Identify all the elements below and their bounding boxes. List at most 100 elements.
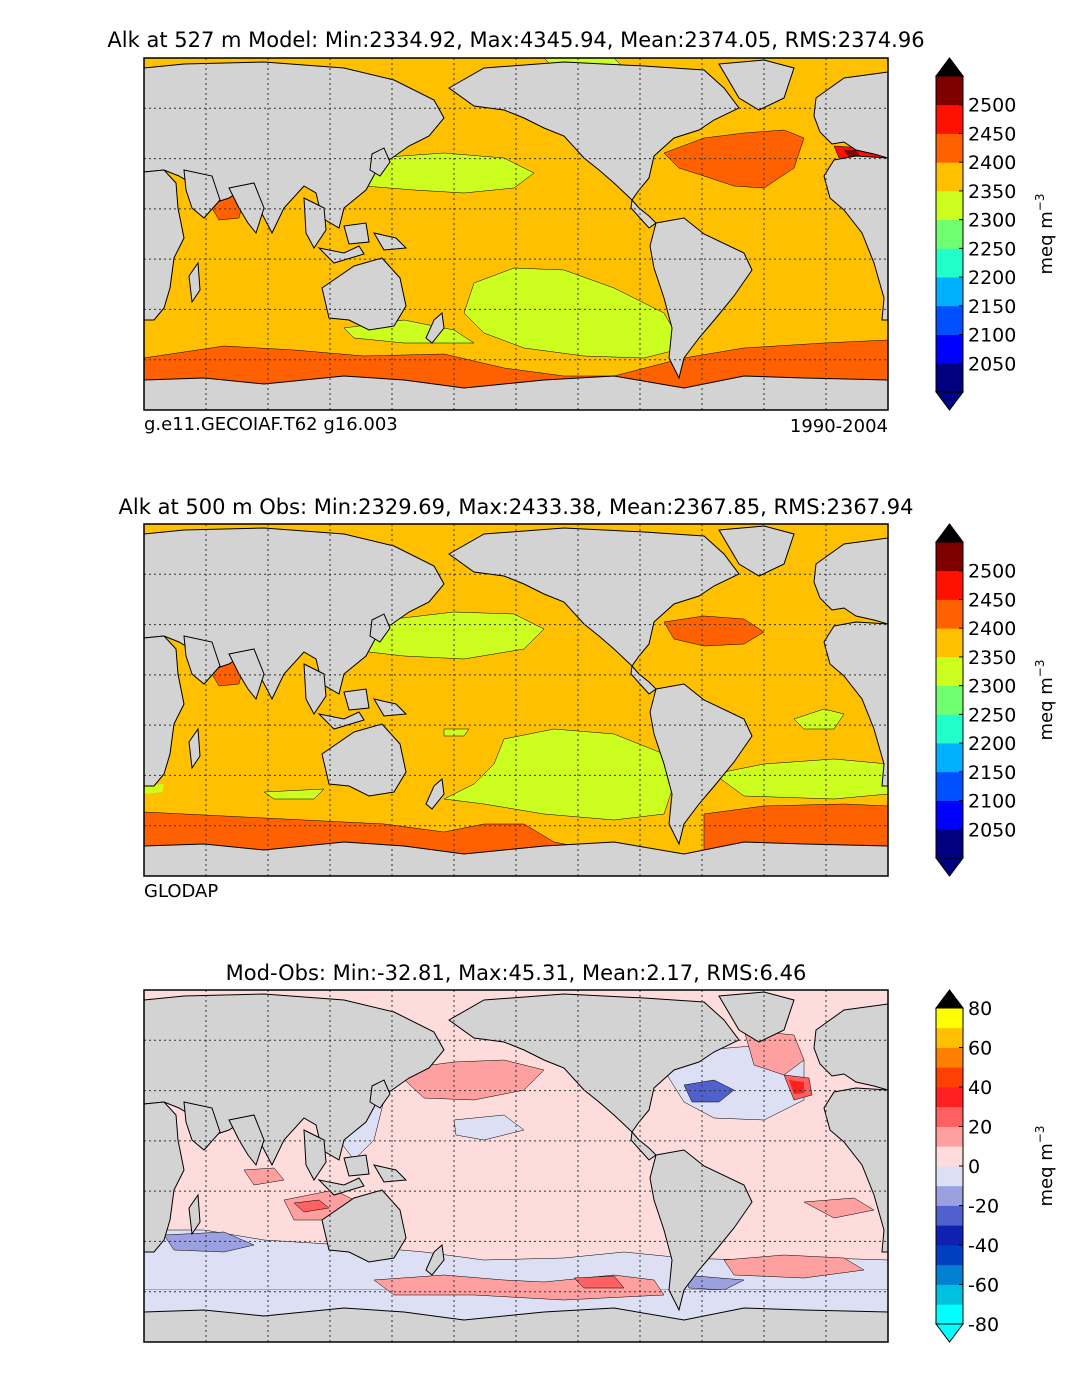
gridlines-2 — [144, 524, 888, 876]
colorbar-segment — [936, 800, 963, 830]
colorbar-tick-label: 2200 — [968, 733, 1016, 755]
colorbar-segment — [936, 829, 963, 859]
colorbar-segment — [936, 570, 963, 600]
colorbar-segment — [936, 1245, 963, 1266]
colorbar-segment — [936, 162, 963, 192]
colorbar-segment — [936, 248, 963, 278]
map-panel-2 — [143, 523, 889, 877]
colorbar-tick-label: 2200 — [968, 267, 1016, 289]
colorbar-segment — [936, 1146, 963, 1167]
colorbar-segment — [936, 1304, 963, 1325]
colorbar-label-exp: −3 — [1033, 1126, 1047, 1144]
colorbar-tick-label: 80 — [968, 998, 992, 1020]
panel-1-title: Alk at 527 m Model: Min:2334.92, Max:434… — [107, 28, 924, 52]
colorbar-segment — [936, 305, 963, 335]
colorbar-tick-label: 2250 — [968, 704, 1016, 726]
colorbar-tick-label: 2050 — [968, 819, 1016, 841]
colorbar-tick-label: 2250 — [968, 238, 1016, 260]
colorbar-tick-label: 2350 — [968, 647, 1016, 669]
colorbar-tick-label: 2300 — [968, 676, 1016, 698]
map-panel-1 — [143, 57, 889, 411]
colorbar-segment — [936, 1264, 963, 1285]
colorbar-segment — [936, 1205, 963, 1226]
panel-1-caption-left: g.e11.GECOIAF.T62 g16.003 — [144, 414, 398, 435]
colorbar-segment — [936, 1047, 963, 1068]
colorbar-tick-label: 2350 — [968, 181, 1016, 203]
colorbar-extend-min — [935, 1323, 964, 1343]
colorbar-tick-label: 2150 — [968, 762, 1016, 784]
colorbar-tick-label: 2400 — [968, 152, 1016, 174]
colorbar-segment — [936, 219, 963, 249]
colorbar-label-exp: −3 — [1033, 660, 1047, 678]
colorbar-frame — [935, 541, 964, 859]
colorbar-segment — [936, 334, 963, 364]
colorbar-label: meq m−3 — [1033, 660, 1057, 741]
colorbar-segment — [936, 133, 963, 163]
colorbar-tick-label: -20 — [968, 1196, 999, 1218]
colorbar-extend-min — [935, 857, 964, 877]
colorbar-segment — [936, 363, 963, 393]
colorbar-segment — [936, 685, 963, 715]
colorbar-label-unit: meq m — [1036, 677, 1057, 740]
colorbar-segment — [936, 1067, 963, 1088]
colorbar-3: -80 -60 -40 -20 0 20 40 60 80 meq m−3 — [935, 989, 1057, 1343]
gridlines-1 — [144, 58, 888, 410]
colorbar-segment — [936, 1126, 963, 1147]
colorbar-tick-label: 2450 — [968, 589, 1016, 611]
colorbar-segment — [936, 628, 963, 658]
colorbar-segment — [936, 104, 963, 134]
colorbar-tick-label: 2500 — [968, 561, 1016, 583]
colorbar-tick-label: 2400 — [968, 618, 1016, 640]
colorbar-segment — [936, 542, 963, 572]
colorbar-tick-label: 2500 — [968, 95, 1016, 117]
colorbar-label: meq m−3 — [1033, 194, 1057, 275]
colorbar-1: 2050 2100 2150 2200 2250 2300 2350 2400 2450 2500… — [935, 57, 1057, 411]
colorbar-segment — [936, 277, 963, 307]
colorbar-segment — [936, 1008, 963, 1029]
colorbar-frame — [935, 75, 964, 393]
colorbar-tick-label: -60 — [968, 1275, 999, 1297]
colorbar-tick-label: 2100 — [968, 791, 1016, 813]
colorbar-tick-label: -40 — [968, 1235, 999, 1257]
colorbar-tick-label: 2450 — [968, 123, 1016, 145]
colorbar-segment — [936, 743, 963, 773]
colorbar-segment — [936, 190, 963, 221]
colorbar-segment — [936, 599, 963, 629]
colorbar-tick-label: 2100 — [968, 325, 1016, 347]
colorbar-2: 2050 2100 2150 2200 2250 2300 2350 2400 2450 2500… — [935, 523, 1057, 877]
colorbar-label: meq m−3 — [1033, 1126, 1057, 1207]
colorbar-extend-max — [935, 57, 964, 77]
colorbar-label-exp: −3 — [1033, 194, 1047, 212]
colorbar-segment — [936, 714, 963, 744]
colorbar-tick-label: 40 — [968, 1077, 992, 1099]
panel-2-title: Alk at 500 m Obs: Min:2329.69, Max:2433.… — [119, 495, 914, 519]
panel-3-title: Mod-Obs: Min:-32.81, Max:45.31, Mean:2.1… — [226, 961, 807, 985]
colorbar-segment — [936, 771, 963, 801]
colorbar-tick-label: 2300 — [968, 210, 1016, 232]
colorbar-tick-label: 60 — [968, 1038, 992, 1060]
colorbar-segment — [936, 1284, 963, 1305]
colorbar-segment — [936, 1185, 963, 1206]
colorbar-extend-min — [935, 391, 964, 411]
colorbar-tick-label: -80 — [968, 1314, 999, 1336]
gridlines-3 — [144, 990, 888, 1342]
colorbar-segment — [936, 76, 963, 106]
colorbar-tick-label: 2150 — [968, 296, 1016, 318]
colorbar-tick-label: 0 — [968, 1156, 980, 1178]
colorbar-extend-max — [935, 989, 964, 1009]
colorbar-label-unit: meq m — [1036, 1143, 1057, 1206]
panel-2-caption-left: GLODAP — [144, 881, 218, 902]
colorbar-tick-label: 2050 — [968, 353, 1016, 375]
colorbar-segment — [936, 1166, 963, 1187]
colorbar-segment — [936, 1106, 963, 1127]
colorbar-segment — [936, 656, 963, 687]
colorbar-tick-label: 20 — [968, 1117, 992, 1139]
map-panel-3 — [143, 989, 889, 1343]
colorbar-segment — [936, 1087, 963, 1108]
colorbar-label-unit: meq m — [1036, 211, 1057, 274]
colorbar-segment — [936, 1027, 963, 1048]
colorbar-extend-max — [935, 523, 964, 543]
panel-1-caption-right: 1990-2004 — [790, 416, 888, 437]
colorbar-segment — [936, 1225, 963, 1246]
